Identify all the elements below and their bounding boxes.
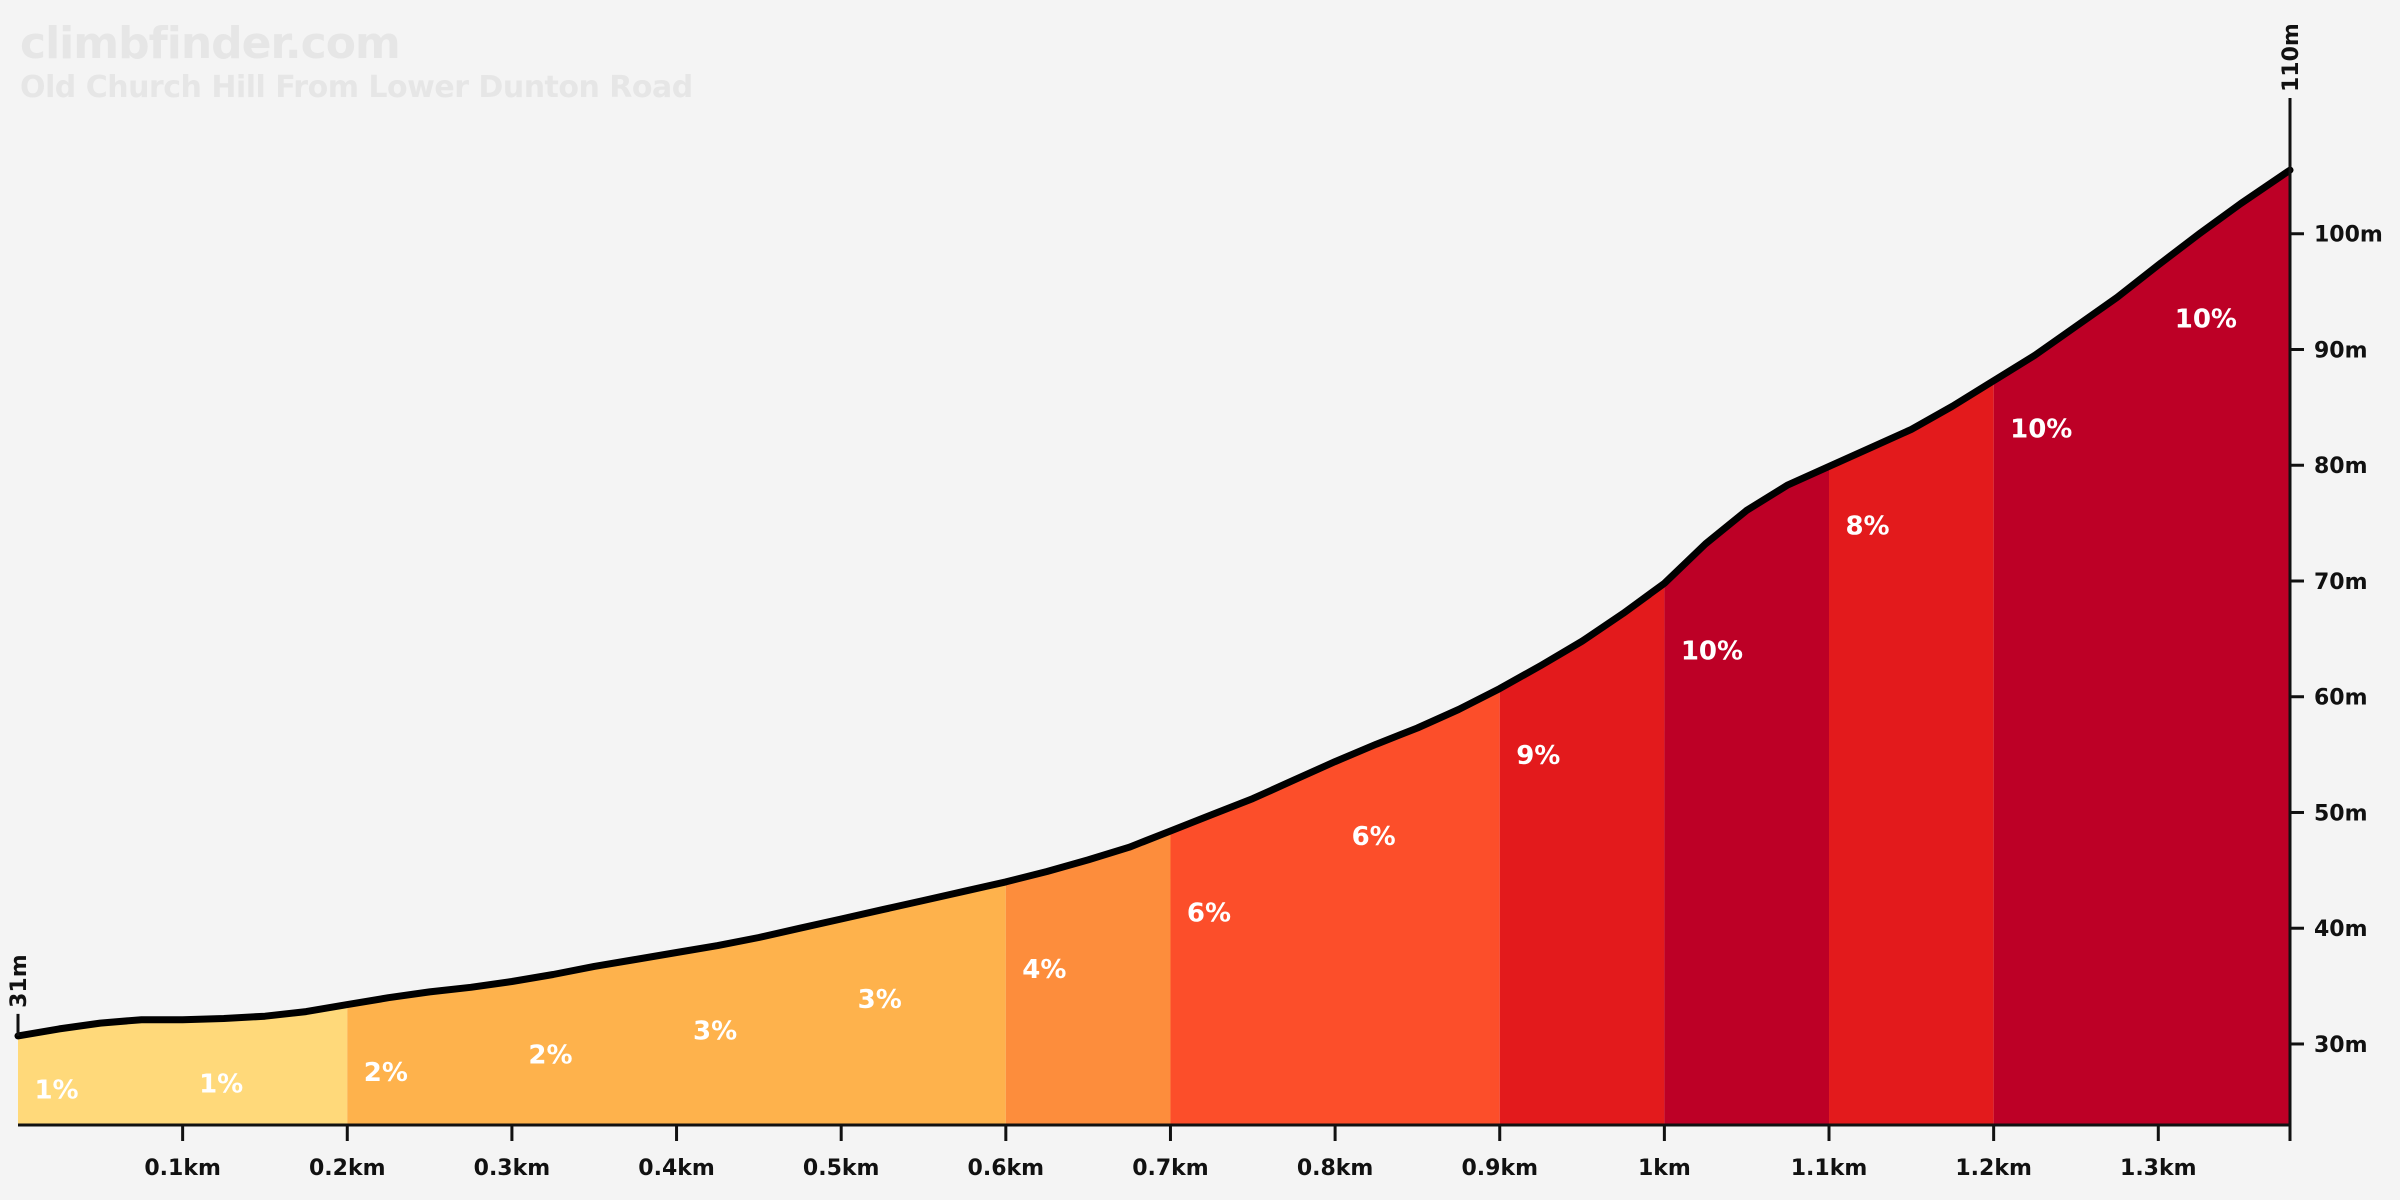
grade-label-12: 10%	[2010, 414, 2072, 444]
grade-label-13: 10%	[2175, 305, 2237, 335]
grade-label-4: 3%	[693, 1016, 737, 1046]
climb-name: Old Church Hill From Lower Dunton Road	[20, 70, 693, 105]
grade-label-1: 1%	[199, 1070, 243, 1100]
y-tick-label-2: 50m	[2314, 801, 2368, 826]
x-axis: 0.1km 0.2km 0.3km 0.4km 0.5km 0.6km 0.7km 0.8km…	[18, 1123, 2292, 1181]
segment-3	[1170, 688, 1500, 1125]
x-tick-label-0: 0.1km	[144, 1156, 221, 1181]
end-elevation-label: 110m	[2279, 23, 2304, 92]
x-tick-label-11: 1.2km	[1955, 1156, 2032, 1181]
x-tick-label-8: 0.9km	[1461, 1156, 1538, 1181]
x-tick-label-3: 0.4km	[638, 1156, 715, 1181]
profile-line	[14, 166, 2294, 1040]
brand-site-name: climbfinder.com	[20, 18, 401, 69]
start-elevation-label: 31m	[7, 954, 32, 1008]
grade-labels: 1% 1% 2% 2% 3% 3% 4% 6% 6% 9% 10% 8% 10% 10%	[34, 305, 2237, 1106]
x-tick-label-7: 0.8km	[1297, 1156, 1374, 1181]
x-tick-label-9: 1km	[1638, 1156, 1691, 1181]
segment-7	[1993, 170, 2290, 1126]
segment-4	[1499, 583, 1665, 1125]
grade-label-8: 6%	[1352, 822, 1396, 852]
brand: climbfinder.com Old Church Hill From Low…	[20, 18, 693, 106]
grade-label-7: 6%	[1187, 898, 1231, 928]
grade-label-0: 1%	[34, 1075, 78, 1105]
y-tick-label-4: 70m	[2314, 570, 2368, 595]
y-tick-label-0: 30m	[2314, 1033, 2368, 1058]
gradient-segments	[18, 170, 2290, 1126]
segment-6	[1829, 380, 1994, 1125]
x-tick-label-6: 0.7km	[1132, 1156, 1209, 1181]
y-tick-label-3: 60m	[2314, 686, 2368, 711]
y-tick-label-5: 80m	[2314, 454, 2368, 479]
y-tick-label-7: 100m	[2314, 223, 2383, 248]
x-tick-label-12: 1.3km	[2120, 1156, 2197, 1181]
y-tick-label-6: 90m	[2314, 338, 2368, 363]
grade-label-10: 10%	[1681, 637, 1743, 667]
x-tick-label-2: 0.3km	[474, 1156, 551, 1181]
x-tick-label-4: 0.5km	[803, 1156, 880, 1181]
y-tick-label-1: 40m	[2314, 917, 2368, 942]
x-tick-label-5: 0.6km	[968, 1156, 1045, 1181]
y-axis: 30m 40m 50m 60m 70m 80m 90m 100m	[2288, 118, 2383, 1125]
grade-label-5: 3%	[858, 985, 902, 1015]
grade-label-6: 4%	[1022, 955, 1066, 985]
segment-0	[18, 1004, 348, 1125]
grade-label-11: 8%	[1845, 512, 1889, 542]
grade-label-3: 2%	[528, 1041, 572, 1071]
x-tick-label-1: 0.2km	[309, 1156, 386, 1181]
segment-2	[1005, 831, 1171, 1125]
segment-5	[1664, 466, 1830, 1125]
x-tick-label-10: 1.1km	[1791, 1156, 1868, 1181]
grade-label-9: 9%	[1516, 741, 1560, 771]
profile-line-group	[14, 166, 2294, 1040]
segment-1	[347, 881, 1006, 1125]
endpoint-markers: 31m 110m	[7, 23, 2304, 1036]
grade-label-2: 2%	[364, 1058, 408, 1088]
